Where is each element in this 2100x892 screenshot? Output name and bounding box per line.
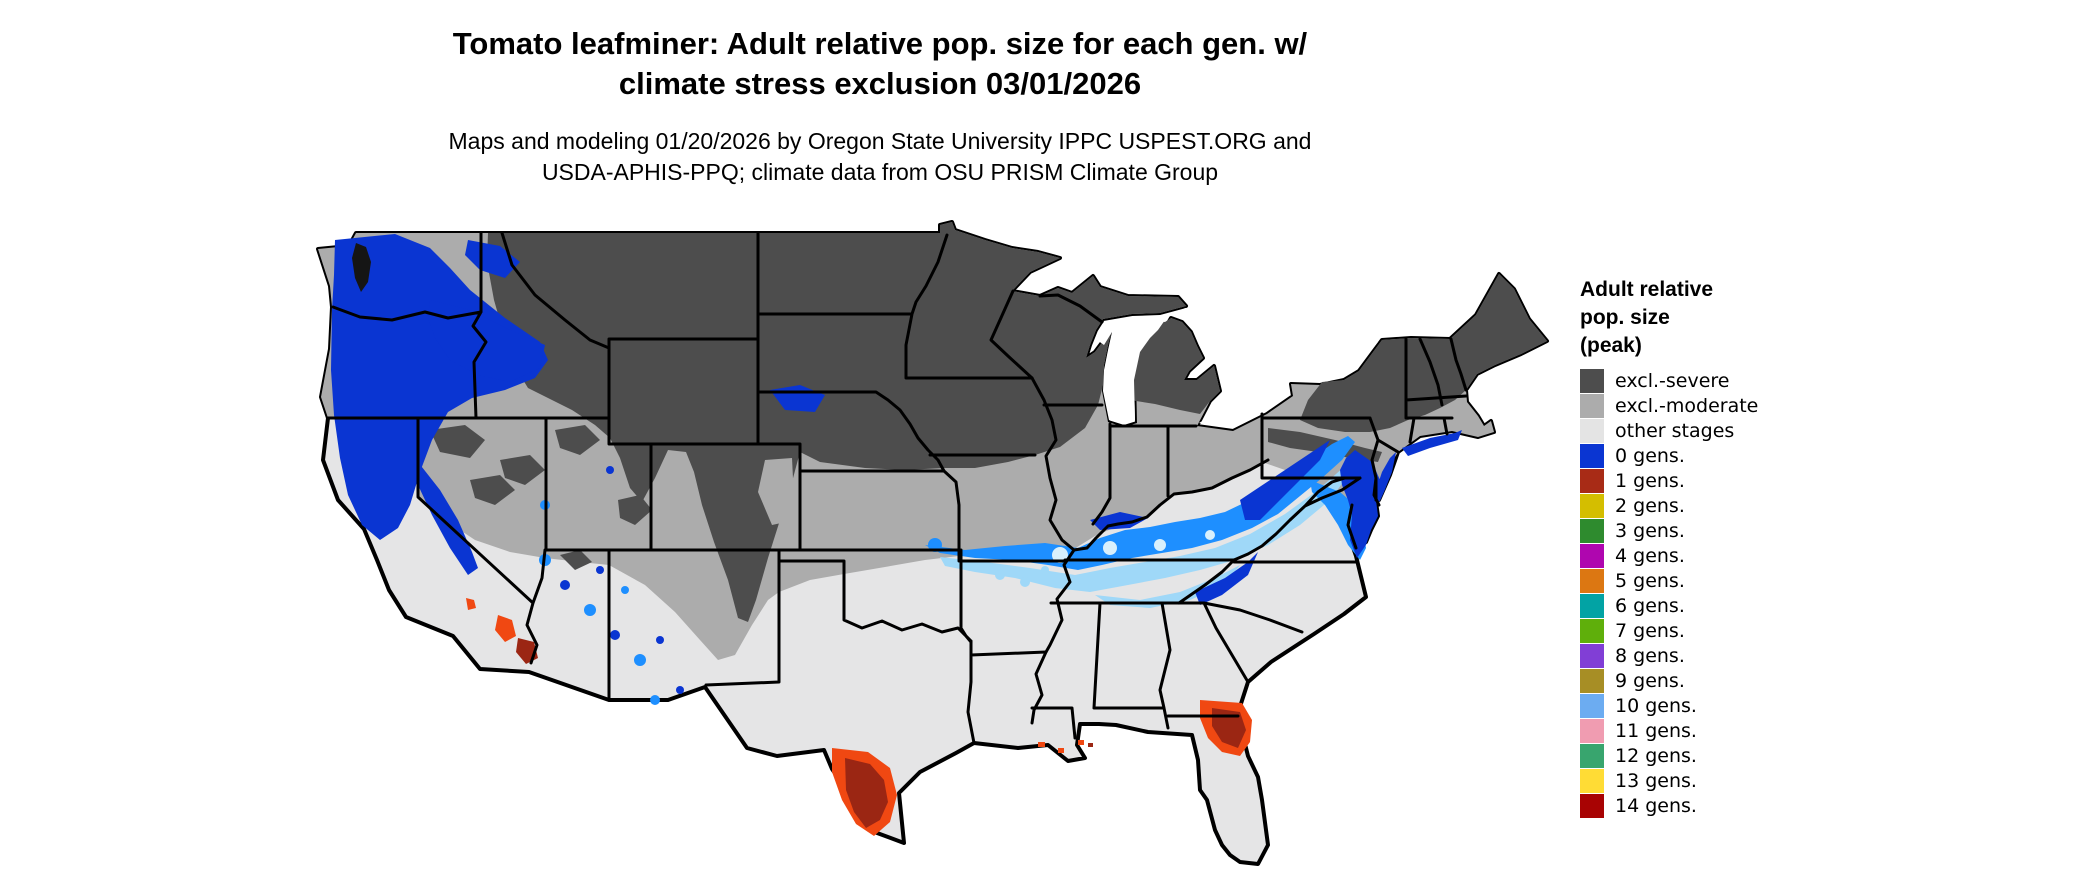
legend-item: 12 gens. [1580, 743, 1820, 768]
legend-title: Adult relative pop. size (peak) [1580, 276, 1820, 360]
legend-item-label: 1 gens. [1615, 469, 1685, 492]
map-louisiana-coast-specks [1038, 740, 1093, 753]
legend-item-label: excl.-moderate [1615, 394, 1759, 417]
map-title: Tomato leafminer: Adult relative pop. si… [0, 24, 1760, 104]
map-moderate-patch-colorado [758, 458, 795, 525]
legend-item-label: 12 gens. [1615, 744, 1697, 767]
legend-swatch [1580, 618, 1604, 643]
legend-title-line3: (peak) [1580, 334, 1642, 357]
legend-items: excl.-severe excl.-moderate other stages 0 … [1580, 368, 1820, 818]
lake-michigan [1097, 318, 1165, 424]
puget-sound [352, 243, 371, 292]
map-smoky-mtn-dark-streak [1195, 552, 1258, 605]
lake-erie [1199, 388, 1290, 428]
map-region-0gens-sierra [412, 462, 478, 575]
legend-item: 14 gens. [1580, 793, 1820, 818]
map-southwest-blue-specks [539, 466, 684, 705]
legend-swatch [1580, 743, 1604, 768]
legend-item-label: 11 gens. [1615, 719, 1697, 742]
legend-item: 0 gens. [1580, 443, 1820, 468]
map-subtitle-line1: Maps and modeling 01/20/2026 by Oregon S… [448, 128, 1312, 154]
legend-item: 11 gens. [1580, 718, 1820, 743]
legend-item-label: 5 gens. [1615, 569, 1685, 592]
legend-item-label: 4 gens. [1615, 544, 1685, 567]
legend-swatch [1580, 368, 1604, 393]
legend-item-label: 0 gens. [1615, 444, 1685, 467]
map-band-pale-patches [1052, 530, 1215, 563]
map-region-0gens-ne-washington [465, 240, 520, 278]
legend-item: 4 gens. [1580, 543, 1820, 568]
legend-item: 10 gens. [1580, 693, 1820, 718]
legend-swatch [1580, 418, 1604, 443]
legend-item-label: 6 gens. [1615, 594, 1685, 617]
legend-swatch [1580, 568, 1604, 593]
state-borders [326, 231, 1468, 745]
legend-item-label: 8 gens. [1615, 644, 1685, 667]
lake-huron [1175, 308, 1234, 388]
lake-ontario [1294, 342, 1378, 382]
legend-item: 1 gens. [1580, 468, 1820, 493]
legend-swatch [1580, 593, 1604, 618]
legend-item-label: 13 gens. [1615, 769, 1697, 792]
legend-item: 6 gens. [1580, 593, 1820, 618]
legend-swatch [1580, 393, 1604, 418]
legend-swatch [1580, 793, 1604, 818]
map-subtitle-line2: USDA-APHIS-PPQ; climate data from OSU PR… [541, 159, 1219, 185]
map-region-1gen-texas-core [845, 758, 888, 828]
map-region-0gens-northwest [331, 234, 548, 540]
legend-item-label: excl.-severe [1615, 369, 1730, 392]
legend-title-line2: pop. size [1580, 306, 1670, 329]
map-band-dark-blue-streaks [1090, 440, 1330, 530]
legend-item: 2 gens. [1580, 493, 1820, 518]
legend-item-label: 3 gens. [1615, 519, 1685, 542]
map-region-0gens-coastal [1340, 430, 1462, 558]
map-title-line2: climate stress exclusion 03/01/2026 [618, 66, 1142, 101]
legend-swatch [1580, 493, 1604, 518]
legend-item-label: other stages [1615, 419, 1735, 442]
map-region-1gen-california-spots [466, 598, 516, 642]
map-title-line1: Tomato leafminer: Adult relative pop. si… [452, 26, 1308, 61]
map-region-excl-severe-northeast [1300, 274, 1547, 432]
legend-item: other stages [1580, 418, 1820, 443]
legend-item-label: 9 gens. [1615, 669, 1685, 692]
legend-item: 7 gens. [1580, 618, 1820, 643]
legend-swatch [1580, 468, 1604, 493]
legend-item-label: 2 gens. [1615, 494, 1685, 517]
legend-item-label: 10 gens. [1615, 694, 1697, 717]
map-band-light-cyan [940, 452, 1357, 592]
legend-swatch [1580, 443, 1604, 468]
legend-swatch [1580, 543, 1604, 568]
legend-item: 9 gens. [1580, 668, 1820, 693]
legend-item: 8 gens. [1580, 643, 1820, 668]
legend-item: excl.-severe [1580, 368, 1820, 393]
map-region-1gen-florida-core [1212, 708, 1246, 748]
legend-swatch [1580, 693, 1604, 718]
legend-swatch [1580, 718, 1604, 743]
legend-item: 3 gens. [1580, 518, 1820, 543]
legend-item: excl.-moderate [1580, 393, 1820, 418]
legend-swatch [1580, 518, 1604, 543]
map-subtitle: Maps and modeling 01/20/2026 by Oregon S… [0, 126, 1760, 188]
map-region-excl-severe [487, 222, 1186, 622]
legend-item-label: 7 gens. [1615, 619, 1685, 642]
legend-item: 5 gens. [1580, 568, 1820, 593]
legend-swatch [1580, 643, 1604, 668]
great-lakes [1097, 308, 1378, 428]
legend-item-label: 14 gens. [1615, 794, 1697, 817]
legend-item: 13 gens. [1580, 768, 1820, 793]
legend: Adult relative pop. size (peak) excl.-se… [1580, 276, 1820, 818]
legend-swatch [1580, 668, 1604, 693]
legend-swatch [1580, 768, 1604, 793]
legend-title-line1: Adult relative [1580, 278, 1714, 301]
